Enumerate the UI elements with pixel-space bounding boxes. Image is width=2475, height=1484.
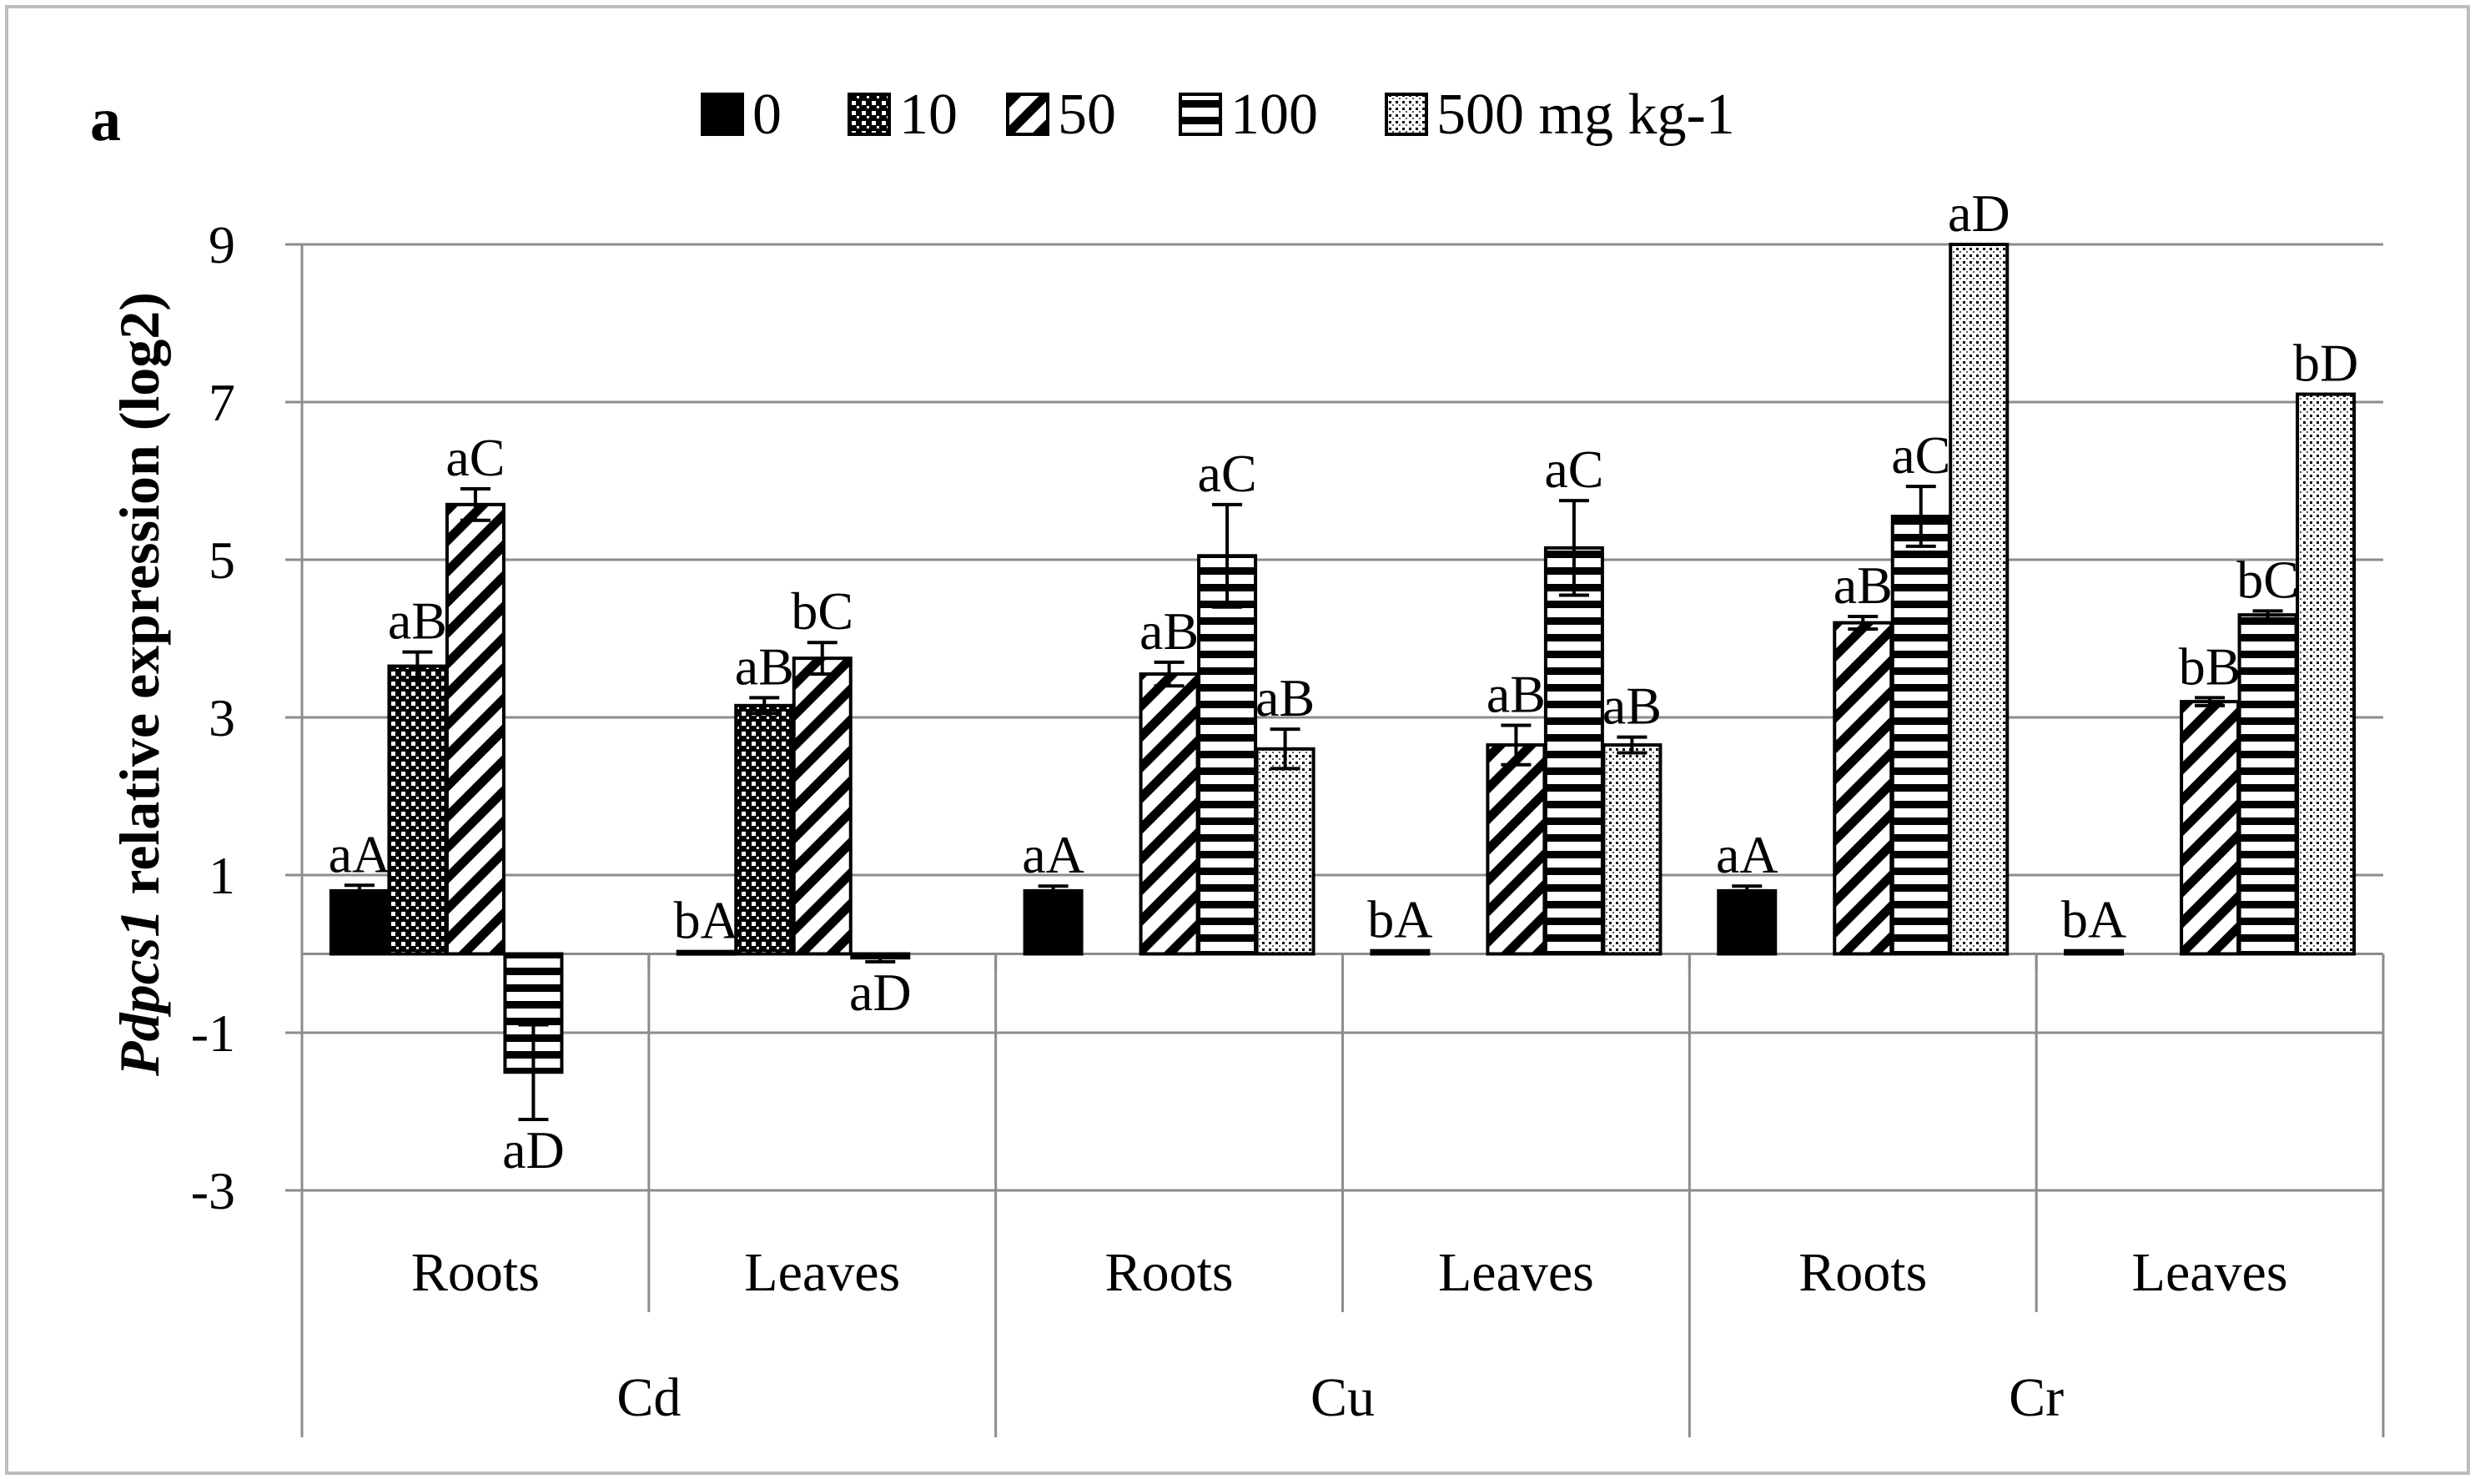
panel-letter: a [90,86,121,154]
bar [1486,743,1547,956]
y-tick-label: 7 [209,373,235,432]
bar-data-label: aB [735,636,794,696]
bar [1602,743,1663,956]
bar-data-label: aC [445,428,505,487]
bar [1197,554,1258,956]
bar-data-label: bC [2236,550,2299,609]
legend-label: 10 [899,83,958,147]
legend-label: 50 [1058,83,1116,147]
legend-swatch [701,93,744,136]
bar-data-label: aB [1487,664,1546,723]
bar [1255,747,1315,956]
bar-data-label: bA [1367,890,1432,949]
bar [387,664,448,956]
bar [1833,621,1894,956]
bar-data-label: aA [329,824,391,883]
y-tick-label: -3 [191,1161,235,1220]
bar [2064,948,2125,956]
bar [1023,888,1084,956]
bar-data-label: aD [1948,184,2010,243]
y-tick-label: 9 [209,215,235,274]
category-axis: Roots Leaves Roots Leaves Roots Leaves Cd Cu Cr [300,953,2385,1437]
bar [445,502,506,956]
bar [1717,888,1778,956]
bar [1543,546,1604,956]
metal-label: Cu [1310,1367,1375,1428]
bar [2237,613,2298,956]
bar-data-label: aC [1544,440,1603,499]
y-axis-title-rest: relative expression (log2) [108,292,171,909]
bar-data-label: aB [388,591,447,651]
tissue-label: Leaves [2132,1242,2288,1303]
bar [329,888,390,956]
tissue-label: Roots [1798,1242,1927,1303]
bar-data-label: bC [791,581,853,641]
tissue-label: Leaves [744,1242,900,1303]
y-tick-label: 5 [209,531,235,590]
y-axis-title: Pdpcs1 relative expression (log2) [108,292,171,1077]
legend-swatch [1006,93,1049,136]
y-tick-label: 1 [209,846,235,905]
bar-data-label: bD [2293,334,2358,393]
bars [329,243,2357,1074]
legend-swatch [848,93,891,136]
metal-label: Cd [616,1367,681,1428]
legend-swatch [1179,93,1222,136]
bar-data-label: bA [674,891,739,950]
bar [734,703,795,956]
bar-data-label: aC [1891,425,1950,485]
tissue-label: Roots [411,1242,540,1303]
legend-label: 100 [1230,83,1318,147]
bar-data-label: aA [1716,825,1778,884]
bar-data-label: bB [2179,636,2241,696]
gridlines [285,243,2383,1192]
legend-label: 500 mg kg-1 [1436,83,1735,147]
error-bars [344,485,2283,1121]
bar-data-label: aA [1022,825,1084,884]
data-labels: aAaBaCaDbAaBbCaDaAaBaCaBbAaBaCaBaAaBaCaD… [329,184,2359,1180]
tissue-label: Roots [1105,1242,1234,1303]
bar [1139,672,1200,956]
bar-data-label: aB [1139,601,1199,661]
bar-data-label: bA [2061,890,2126,949]
bar-data-label: aD [502,1120,565,1180]
y-axis-ticks: 9 7 5 3 1 -1 -3 [191,215,235,1220]
bar-data-label: aC [1198,444,1257,503]
y-axis-title-gene: Pdpcs1 [108,909,171,1077]
legend-swatch [1385,93,1428,136]
y-tick-label: 3 [209,688,235,747]
tissue-label: Leaves [1438,1242,1594,1303]
bar-data-label: aD [849,963,912,1022]
bar-data-label: aB [1255,668,1315,727]
bar [1949,243,2010,956]
bar-data-label: aB [1834,556,1893,615]
y-tick-label: -1 [191,1004,235,1063]
bar [1370,948,1431,956]
legend: 0 10 50 100 500 mg kg-1 [701,83,1735,147]
chart-border [5,5,2470,1475]
bar [676,949,737,956]
bar [2180,700,2241,956]
bar-data-label: aB [1602,677,1662,736]
legend-label: 0 [752,83,782,147]
bar [2296,392,2357,956]
bar [792,656,853,956]
metal-label: Cr [2009,1367,2064,1428]
bar [1890,515,1951,956]
